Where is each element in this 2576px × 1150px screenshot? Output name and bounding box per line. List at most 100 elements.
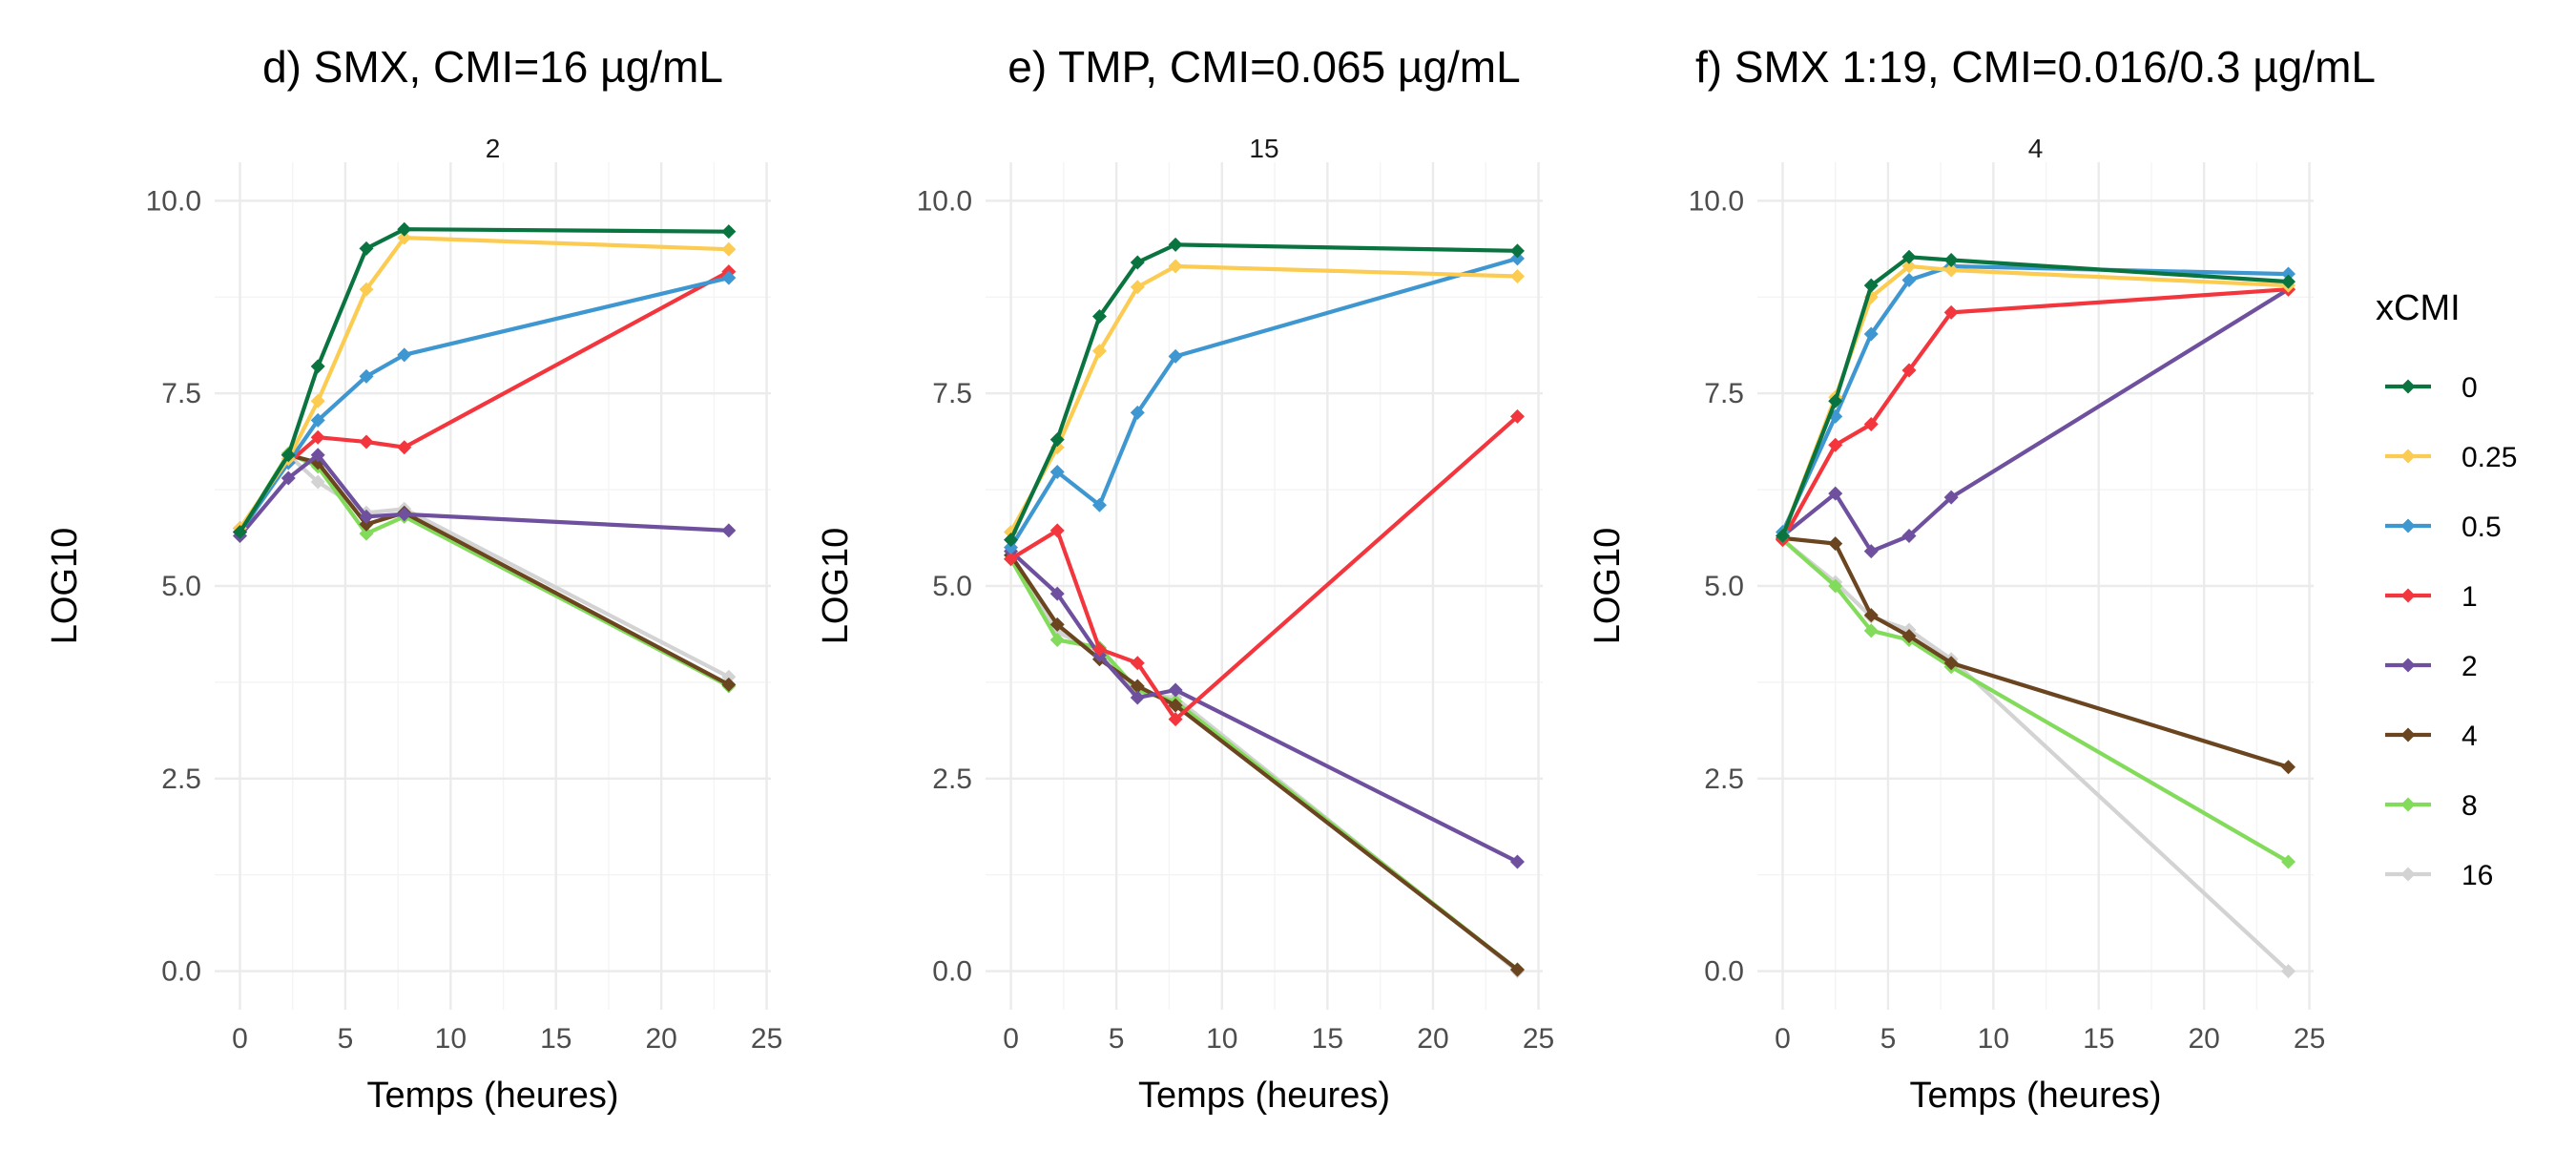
data-point bbox=[1943, 490, 1959, 505]
data-point bbox=[1901, 529, 1917, 544]
data-point bbox=[397, 230, 412, 245]
x-tick-label: 0 bbox=[232, 1023, 248, 1055]
legend-key-point bbox=[2400, 379, 2416, 394]
data-point bbox=[1901, 628, 1917, 643]
y-axis-title: LOG10 bbox=[1588, 528, 1628, 645]
data-point bbox=[397, 221, 412, 237]
legend-item-8: 8 bbox=[2385, 790, 2478, 822]
y-tick-label: 5.0 bbox=[161, 571, 201, 602]
legend-label: 0.25 bbox=[2462, 442, 2517, 473]
data-point bbox=[721, 270, 737, 285]
data-point bbox=[1130, 690, 1145, 705]
data-point bbox=[1049, 586, 1065, 601]
legend-label: 0.5 bbox=[2462, 512, 2502, 543]
legend-title: xCMI bbox=[2376, 288, 2461, 328]
legend-item-4: 4 bbox=[2385, 721, 2478, 752]
data-point bbox=[1091, 308, 1107, 324]
y-axis-title: LOG10 bbox=[816, 528, 856, 645]
legend-key-point bbox=[2400, 658, 2416, 673]
facet-strip-label: 15 bbox=[1249, 134, 1278, 163]
data-point bbox=[397, 347, 412, 363]
data-point bbox=[1049, 617, 1065, 632]
data-point bbox=[1943, 253, 1959, 268]
series-16 bbox=[1776, 533, 2296, 979]
series-line bbox=[238, 451, 731, 689]
data-point bbox=[280, 448, 296, 463]
series-0 bbox=[1776, 249, 2296, 544]
series-line bbox=[238, 227, 731, 534]
series-0_5 bbox=[1004, 251, 1525, 555]
data-point bbox=[1004, 540, 1019, 555]
data-point bbox=[233, 524, 247, 539]
data-point bbox=[721, 523, 737, 538]
series-line bbox=[1780, 255, 2291, 538]
series-line bbox=[1008, 414, 1520, 721]
data-point bbox=[1943, 262, 1959, 278]
data-point bbox=[2281, 964, 2296, 979]
data-point bbox=[1509, 243, 1525, 259]
data-point bbox=[721, 224, 737, 240]
series-line bbox=[1780, 535, 2291, 769]
series-line bbox=[1780, 537, 2291, 865]
data-point bbox=[1091, 497, 1107, 512]
data-point bbox=[2281, 266, 2296, 282]
x-tick-label: 20 bbox=[2188, 1023, 2219, 1055]
data-point bbox=[397, 507, 412, 522]
series-2 bbox=[1004, 544, 1525, 869]
data-point bbox=[310, 393, 325, 408]
x-tick-label: 15 bbox=[2083, 1023, 2114, 1055]
data-point bbox=[1049, 432, 1065, 448]
data-point bbox=[1943, 656, 1959, 671]
data-point bbox=[1130, 405, 1145, 420]
data-point bbox=[1863, 608, 1879, 623]
data-point bbox=[397, 440, 412, 455]
data-point bbox=[1168, 682, 1183, 698]
data-point bbox=[1168, 259, 1183, 274]
x-tick-label: 5 bbox=[1109, 1023, 1125, 1055]
series-2 bbox=[233, 448, 737, 544]
series-line bbox=[1780, 287, 2291, 542]
x-tick-label: 20 bbox=[645, 1023, 676, 1055]
data-point bbox=[310, 359, 325, 374]
data-point bbox=[1509, 854, 1525, 869]
series-1 bbox=[1004, 408, 1525, 727]
legend-label: 2 bbox=[2462, 651, 2478, 682]
data-point bbox=[1863, 623, 1879, 638]
data-point bbox=[310, 412, 325, 428]
y-tick-label: 7.5 bbox=[161, 378, 201, 409]
data-point bbox=[1943, 304, 1959, 320]
data-point bbox=[359, 368, 374, 384]
x-tick-label: 5 bbox=[1880, 1023, 1897, 1055]
legend-key-point bbox=[2400, 449, 2416, 464]
x-tick-label: 15 bbox=[1312, 1023, 1343, 1055]
series-line bbox=[1780, 263, 2291, 534]
data-point bbox=[1828, 536, 1843, 552]
y-tick-label: 10.0 bbox=[1689, 185, 1744, 217]
data-point bbox=[1091, 344, 1107, 359]
panel-1: d) SMX, CMI=16 µg/mL 2 0.0 2.5 5.0 7.5 10.0 0 5 1… bbox=[45, 42, 782, 1116]
data-point bbox=[1168, 698, 1183, 713]
series-0_25 bbox=[1776, 259, 2296, 544]
series-line bbox=[1780, 537, 2291, 973]
data-point bbox=[1004, 533, 1019, 548]
panel-title: f) SMX 1:19, CMI=0.016/0.3 µg/mL bbox=[1695, 42, 2376, 92]
x-tick-label: 25 bbox=[751, 1023, 782, 1055]
data-point bbox=[1901, 249, 1917, 264]
x-tick-label: 0 bbox=[1003, 1023, 1019, 1055]
data-point bbox=[1901, 363, 1917, 378]
data-point bbox=[2281, 274, 2296, 289]
data-point bbox=[1049, 633, 1065, 648]
legend: xCMI 0 0.25 0.5 1 2 4 8 16 bbox=[2376, 288, 2517, 891]
data-point bbox=[1509, 962, 1525, 977]
x-tick-label: 5 bbox=[338, 1023, 354, 1055]
data-point bbox=[359, 434, 374, 450]
data-point bbox=[721, 677, 737, 692]
data-point bbox=[1004, 552, 1019, 567]
series-line bbox=[1008, 556, 1520, 972]
legend-item-0: 0 bbox=[2385, 372, 2478, 404]
data-point bbox=[1168, 712, 1183, 727]
data-point bbox=[2281, 760, 2296, 775]
x-tick-label: 0 bbox=[1775, 1023, 1791, 1055]
legend-item-0_25: 0.25 bbox=[2385, 442, 2517, 473]
x-axis-title: Temps (heures) bbox=[1138, 1076, 1390, 1116]
